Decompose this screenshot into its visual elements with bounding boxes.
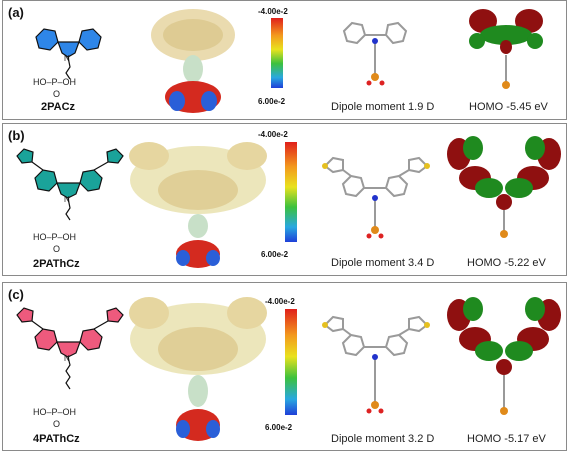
scale-min-label: 6.00e-2 [258,97,286,106]
structure-2pathcz: N [16,148,124,221]
phosphonic-acid-label: HO–P–OH [33,77,77,87]
homo-orbital-4pathcz [447,297,561,415]
panel-a: (a) N HO–P–OH O 2PACz -4.00e-2 6.00e-2 [2,0,567,120]
scale-max-label: -4.00e-2 [258,7,288,16]
color-scale-bar [285,142,297,242]
panel-label: (b) [8,128,25,143]
oxo-label: O [53,244,61,254]
scale-min-label: 6.00e-2 [261,250,289,259]
compound-name: 2PAThCz [33,258,80,270]
molecule-structure-2pathcz [322,156,430,239]
color-scale-bar [271,18,283,88]
structure-2pacz: N [35,28,102,80]
compound-name: 4PAThCz [33,433,80,445]
structure-4pathcz: N [16,307,124,390]
homo-energy: HOMO -5.45 eV [469,101,548,113]
scale-max-label: -4.00e-2 [258,130,288,139]
phosphonic-acid-label: HO–P–OH [33,407,77,417]
homo-energy: HOMO -5.17 eV [467,433,546,445]
svg-text:N: N [64,54,70,63]
dipole-moment: Dipole moment 3.4 D [331,257,435,269]
panel-b: (b) N HO–P–OH O 2PAThCz [2,123,567,276]
panel-c: (c) N HO–P–OH O 4PAThCz [2,282,567,451]
scale-max-label: -4.00e-2 [265,297,295,306]
oxo-label: O [53,89,61,99]
compound-name: 2PACz [41,101,76,113]
homo-orbital-2pacz [469,9,543,89]
esp-map-2pacz [151,9,235,113]
molecule-structure-4pathcz [322,315,430,414]
svg-text:N: N [64,354,70,363]
dipole-moment: Dipole moment 3.2 D [331,433,435,445]
color-scale-bar [285,309,297,415]
molecule-structure-2pacz [342,21,408,86]
oxo-label: O [53,419,61,429]
homo-energy: HOMO -5.22 eV [467,257,546,269]
dipole-moment: Dipole moment 1.9 D [331,101,435,113]
svg-text:N: N [64,195,70,204]
homo-orbital-2pathcz [447,136,561,238]
phosphonic-acid-label: HO–P–OH [33,232,77,242]
esp-map-4pathcz [129,297,267,441]
panel-label: (c) [8,287,24,302]
panel-label: (a) [8,5,24,20]
scale-min-label: 6.00e-2 [265,423,293,432]
esp-map-2pathcz [129,142,267,268]
